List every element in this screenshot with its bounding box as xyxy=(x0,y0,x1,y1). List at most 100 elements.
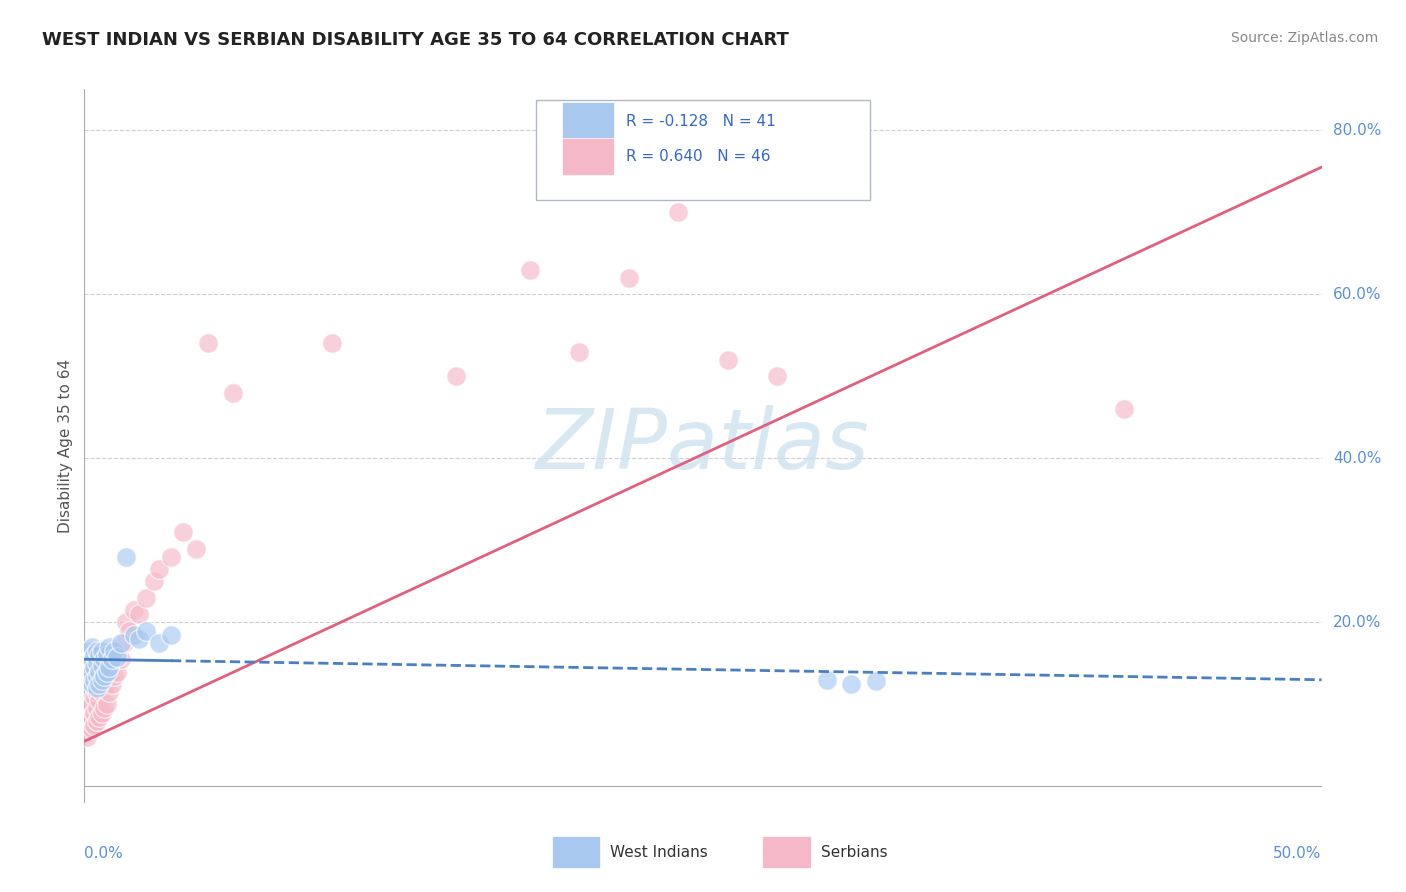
Text: Serbians: Serbians xyxy=(821,845,887,860)
Point xyxy=(865,674,887,689)
Point xyxy=(80,677,103,691)
Point xyxy=(93,652,115,666)
Point xyxy=(96,665,118,679)
Text: 60.0%: 60.0% xyxy=(1333,286,1381,301)
Point xyxy=(93,701,115,715)
Point xyxy=(80,709,103,723)
Point xyxy=(160,627,183,641)
Point xyxy=(89,677,111,691)
Point xyxy=(90,673,112,687)
Point xyxy=(100,652,122,666)
Point xyxy=(86,644,108,658)
Point xyxy=(617,270,640,285)
Text: 0.0%: 0.0% xyxy=(84,846,124,861)
Point xyxy=(98,640,121,654)
Point xyxy=(128,607,150,622)
Point xyxy=(105,665,128,679)
Point xyxy=(89,665,111,679)
Point xyxy=(80,698,103,712)
Point xyxy=(135,591,157,605)
Point xyxy=(96,698,118,712)
Text: R = 0.640   N = 46: R = 0.640 N = 46 xyxy=(626,150,770,164)
Point xyxy=(90,644,112,658)
Point xyxy=(122,627,145,641)
Point xyxy=(172,525,194,540)
Point xyxy=(115,549,138,564)
Point xyxy=(79,701,101,715)
Point xyxy=(98,660,121,674)
Point xyxy=(142,574,165,589)
Text: R = -0.128   N = 41: R = -0.128 N = 41 xyxy=(626,114,776,128)
Point xyxy=(86,701,108,715)
Point xyxy=(135,624,157,638)
Point xyxy=(197,336,219,351)
Point xyxy=(100,677,122,691)
FancyBboxPatch shape xyxy=(562,137,614,175)
Point xyxy=(766,369,789,384)
Point xyxy=(83,660,105,674)
Point xyxy=(76,730,98,744)
FancyBboxPatch shape xyxy=(553,836,600,869)
Point xyxy=(90,706,112,720)
Point xyxy=(79,673,101,687)
Point xyxy=(80,722,103,736)
Point xyxy=(79,657,101,671)
Point xyxy=(110,636,132,650)
Text: ZIPatlas: ZIPatlas xyxy=(536,406,870,486)
Text: 50.0%: 50.0% xyxy=(1274,846,1322,861)
Point xyxy=(519,262,541,277)
Point xyxy=(89,693,111,707)
FancyBboxPatch shape xyxy=(762,836,811,869)
Point xyxy=(568,344,591,359)
Text: WEST INDIAN VS SERBIAN DISABILITY AGE 35 TO 64 CORRELATION CHART: WEST INDIAN VS SERBIAN DISABILITY AGE 35… xyxy=(42,31,789,49)
Point xyxy=(103,668,125,682)
Point xyxy=(83,648,105,662)
Text: 20.0%: 20.0% xyxy=(1333,615,1381,630)
Point xyxy=(83,706,105,720)
Text: Source: ZipAtlas.com: Source: ZipAtlas.com xyxy=(1230,31,1378,45)
Point xyxy=(444,369,467,384)
Point xyxy=(83,689,105,703)
Point xyxy=(86,668,108,682)
Point xyxy=(110,652,132,666)
Point xyxy=(841,677,863,691)
Point xyxy=(1112,402,1135,417)
Point xyxy=(79,644,101,658)
Point xyxy=(90,685,112,699)
Point xyxy=(86,657,108,671)
Point xyxy=(184,541,207,556)
Y-axis label: Disability Age 35 to 64: Disability Age 35 to 64 xyxy=(58,359,73,533)
FancyBboxPatch shape xyxy=(562,102,614,139)
Point xyxy=(222,385,245,400)
Point xyxy=(80,665,103,679)
Point xyxy=(86,681,108,695)
Point xyxy=(86,714,108,728)
Point xyxy=(148,636,170,650)
Point xyxy=(115,615,138,630)
Point xyxy=(89,648,111,662)
Point xyxy=(717,352,740,367)
FancyBboxPatch shape xyxy=(536,100,870,200)
Point xyxy=(118,624,141,638)
Point xyxy=(815,673,838,687)
Point xyxy=(128,632,150,646)
Point xyxy=(83,673,105,687)
Point xyxy=(76,660,98,674)
Point xyxy=(160,549,183,564)
Text: 40.0%: 40.0% xyxy=(1333,450,1381,466)
Point xyxy=(80,640,103,654)
Point xyxy=(103,644,125,658)
Point xyxy=(112,636,135,650)
Text: West Indians: West Indians xyxy=(610,845,709,860)
Point xyxy=(86,685,108,699)
Point xyxy=(321,336,343,351)
Point xyxy=(98,685,121,699)
Text: 80.0%: 80.0% xyxy=(1333,123,1381,137)
Point xyxy=(93,681,115,695)
Point xyxy=(83,718,105,732)
Point xyxy=(122,603,145,617)
Point xyxy=(80,652,103,666)
Point xyxy=(76,648,98,662)
Point xyxy=(93,668,115,682)
Point xyxy=(96,648,118,662)
